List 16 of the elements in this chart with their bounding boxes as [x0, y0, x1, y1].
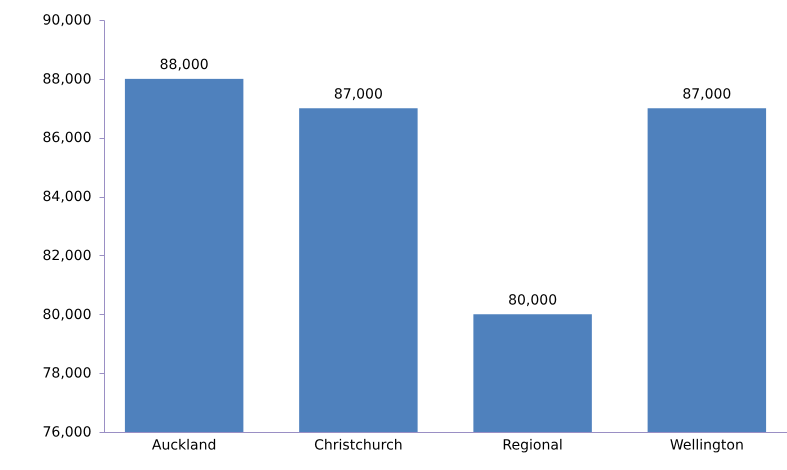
- x-tick-label: Regional: [502, 438, 563, 454]
- y-tick-label: 80,000: [42, 306, 92, 323]
- data-label: 87,000: [682, 86, 732, 102]
- data-label: 80,000: [508, 292, 558, 308]
- x-tick-label: Christchurch: [314, 438, 403, 454]
- data-label: 87,000: [334, 86, 383, 102]
- y-tick-label: 76,000: [42, 424, 92, 440]
- x-tick-label: Auckland: [152, 438, 216, 454]
- y-tick-label: 86,000: [42, 130, 92, 146]
- x-tick-label: Wellington: [670, 438, 744, 454]
- y-tick-label: 78,000: [42, 366, 92, 382]
- y-tick-label: 90,000: [42, 12, 92, 28]
- y-tick-label: 82,000: [42, 248, 92, 264]
- y-tick-label: 88,000: [42, 71, 92, 88]
- y-tick-label: 84,000: [42, 189, 92, 206]
- data-label: 88,000: [160, 56, 209, 73]
